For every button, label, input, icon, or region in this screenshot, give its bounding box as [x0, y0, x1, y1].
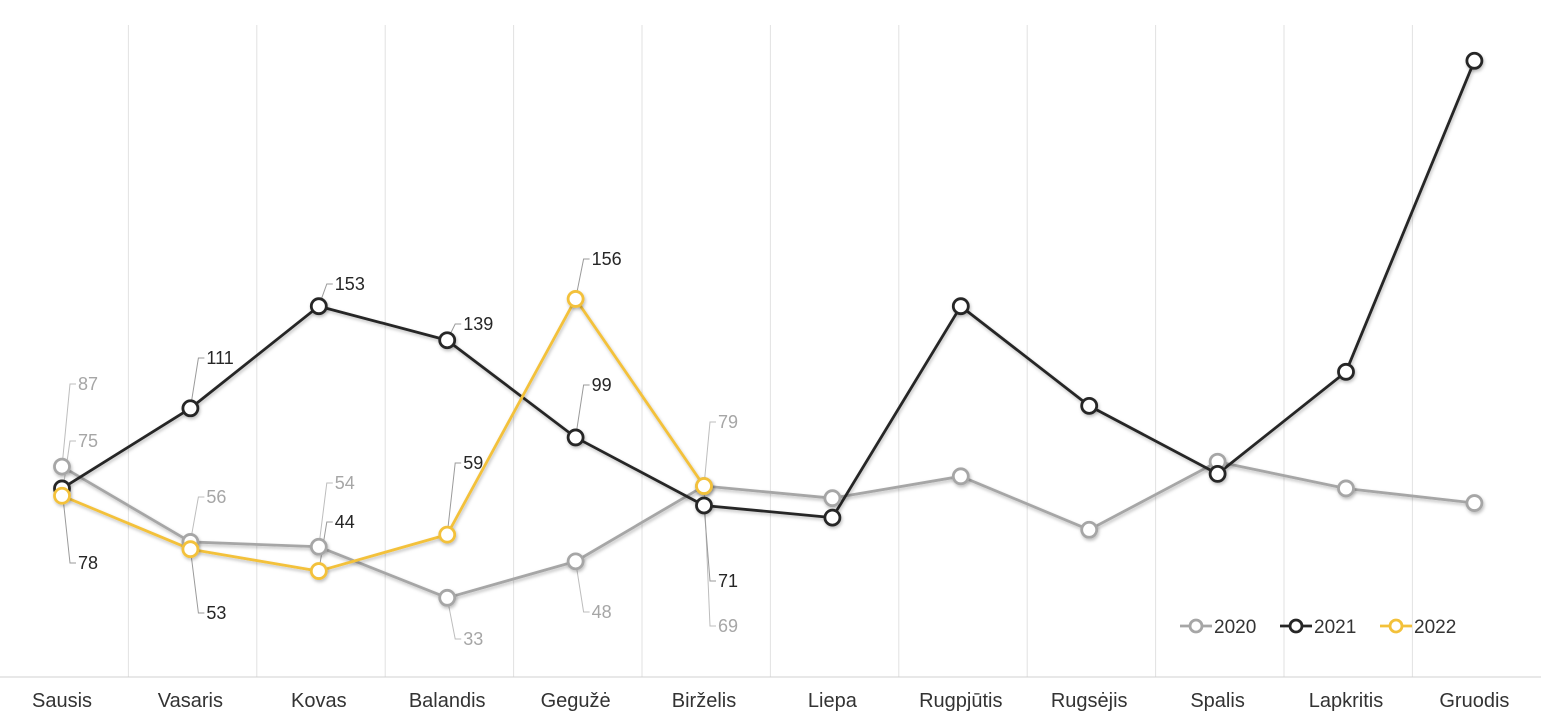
data-point-2021 — [566, 428, 585, 447]
series-markers — [53, 51, 1484, 607]
x-tick-label: Rugsėjis — [1051, 690, 1128, 712]
label-leader — [446, 462, 462, 535]
data-point-2021 — [951, 297, 970, 316]
data-label-2021: 111 — [206, 348, 233, 368]
data-labels: 87 56 54 33 48 69 78 111 153 139 99 71 75 53 44 59 156 79 — [78, 249, 738, 649]
x-axis: Sausis Vasaris Kovas Balandis Gegužė Birželis… — [0, 676, 1541, 712]
data-label-2022: 75 — [78, 431, 98, 451]
data-point-2020 — [438, 588, 457, 607]
x-tick-label: Lapkritis — [1309, 690, 1383, 712]
x-tick-label: Balandis — [409, 690, 486, 712]
data-label-2022: 156 — [592, 249, 622, 269]
data-label-2022: 79 — [718, 412, 738, 432]
label-leader — [703, 505, 716, 582]
label-leader — [446, 597, 462, 640]
data-label-2021: 153 — [335, 274, 365, 294]
data-point-2021 — [1337, 362, 1355, 381]
data-label-2020: 87 — [78, 374, 98, 394]
x-tick-label: Vasaris — [158, 690, 223, 712]
legend-label-2020: 2020 — [1214, 617, 1256, 638]
data-point-2021 — [438, 331, 457, 350]
data-label-2021: 78 — [78, 553, 98, 573]
data-point-2022 — [53, 486, 71, 505]
data-point-2021 — [1208, 464, 1227, 483]
data-label-2021: 99 — [592, 375, 612, 395]
label-leader — [189, 357, 205, 409]
label-leader — [318, 482, 333, 547]
x-tick-label: Gruodis — [1439, 690, 1509, 712]
label-leader — [189, 496, 205, 543]
data-label-2022: 59 — [463, 453, 483, 473]
label-leader — [61, 440, 76, 496]
label-leader — [189, 549, 205, 614]
data-point-2020 — [1080, 520, 1099, 539]
x-tick-label: Liepa — [808, 690, 858, 712]
legend: 2020 2021 2022 — [1180, 617, 1456, 638]
legend-marker-2021 — [1288, 618, 1304, 634]
data-point-2022 — [438, 525, 457, 544]
x-tick-label: Sausis — [32, 690, 92, 712]
data-point-2020 — [53, 457, 71, 476]
data-label-2021: 139 — [463, 314, 493, 334]
data-point-2021 — [695, 496, 713, 515]
data-point-2021 — [1465, 51, 1484, 70]
label-leader — [61, 383, 76, 467]
grid-lines — [127, 25, 1413, 677]
data-point-2020 — [1465, 494, 1484, 512]
label-leader — [61, 488, 76, 564]
label-leader — [575, 258, 590, 300]
legend-label-2021: 2021 — [1314, 617, 1356, 638]
x-tick-label: Gegužė — [541, 690, 611, 712]
data-point-2022 — [695, 477, 713, 495]
data-label-2020: 54 — [335, 473, 355, 493]
series-line-2021 — [61, 60, 1476, 520]
label-leader — [703, 421, 716, 487]
series-line-2022 — [61, 297, 706, 573]
series-lines — [61, 60, 1476, 600]
data-label-2020: 69 — [718, 616, 738, 636]
label-leader — [575, 561, 590, 613]
data-point-2021 — [181, 399, 200, 418]
label-leaders — [61, 258, 716, 640]
data-point-2022 — [181, 540, 200, 559]
data-point-2020 — [823, 489, 842, 508]
data-point-2020 — [309, 537, 328, 556]
data-label-2021: 71 — [718, 571, 738, 591]
data-point-2021 — [309, 297, 328, 316]
legend-label-2022: 2022 — [1414, 617, 1456, 638]
data-label-2022: 44 — [335, 512, 355, 532]
legend-marker-2020 — [1188, 618, 1204, 634]
x-tick-label: Rugpjūtis — [919, 690, 1002, 712]
label-leader — [575, 384, 590, 438]
data-point-2021 — [823, 508, 842, 527]
data-point-2022 — [566, 290, 585, 308]
data-label-2022: 53 — [206, 603, 226, 623]
x-tick-label: Kovas — [291, 690, 347, 712]
data-point-2021 — [1080, 396, 1099, 415]
data-point-2020 — [566, 552, 585, 571]
data-label-2020: 48 — [592, 602, 612, 622]
x-tick-label: Spalis — [1190, 690, 1244, 712]
data-label-2020: 56 — [206, 487, 226, 507]
data-label-2020: 33 — [463, 629, 483, 649]
legend-marker-2022 — [1388, 618, 1404, 634]
series-line-2020 — [61, 460, 1475, 600]
data-point-2022 — [309, 562, 328, 580]
data-point-2020 — [1337, 479, 1355, 498]
data-point-2020 — [951, 467, 970, 486]
x-tick-label: Birželis — [672, 690, 736, 712]
